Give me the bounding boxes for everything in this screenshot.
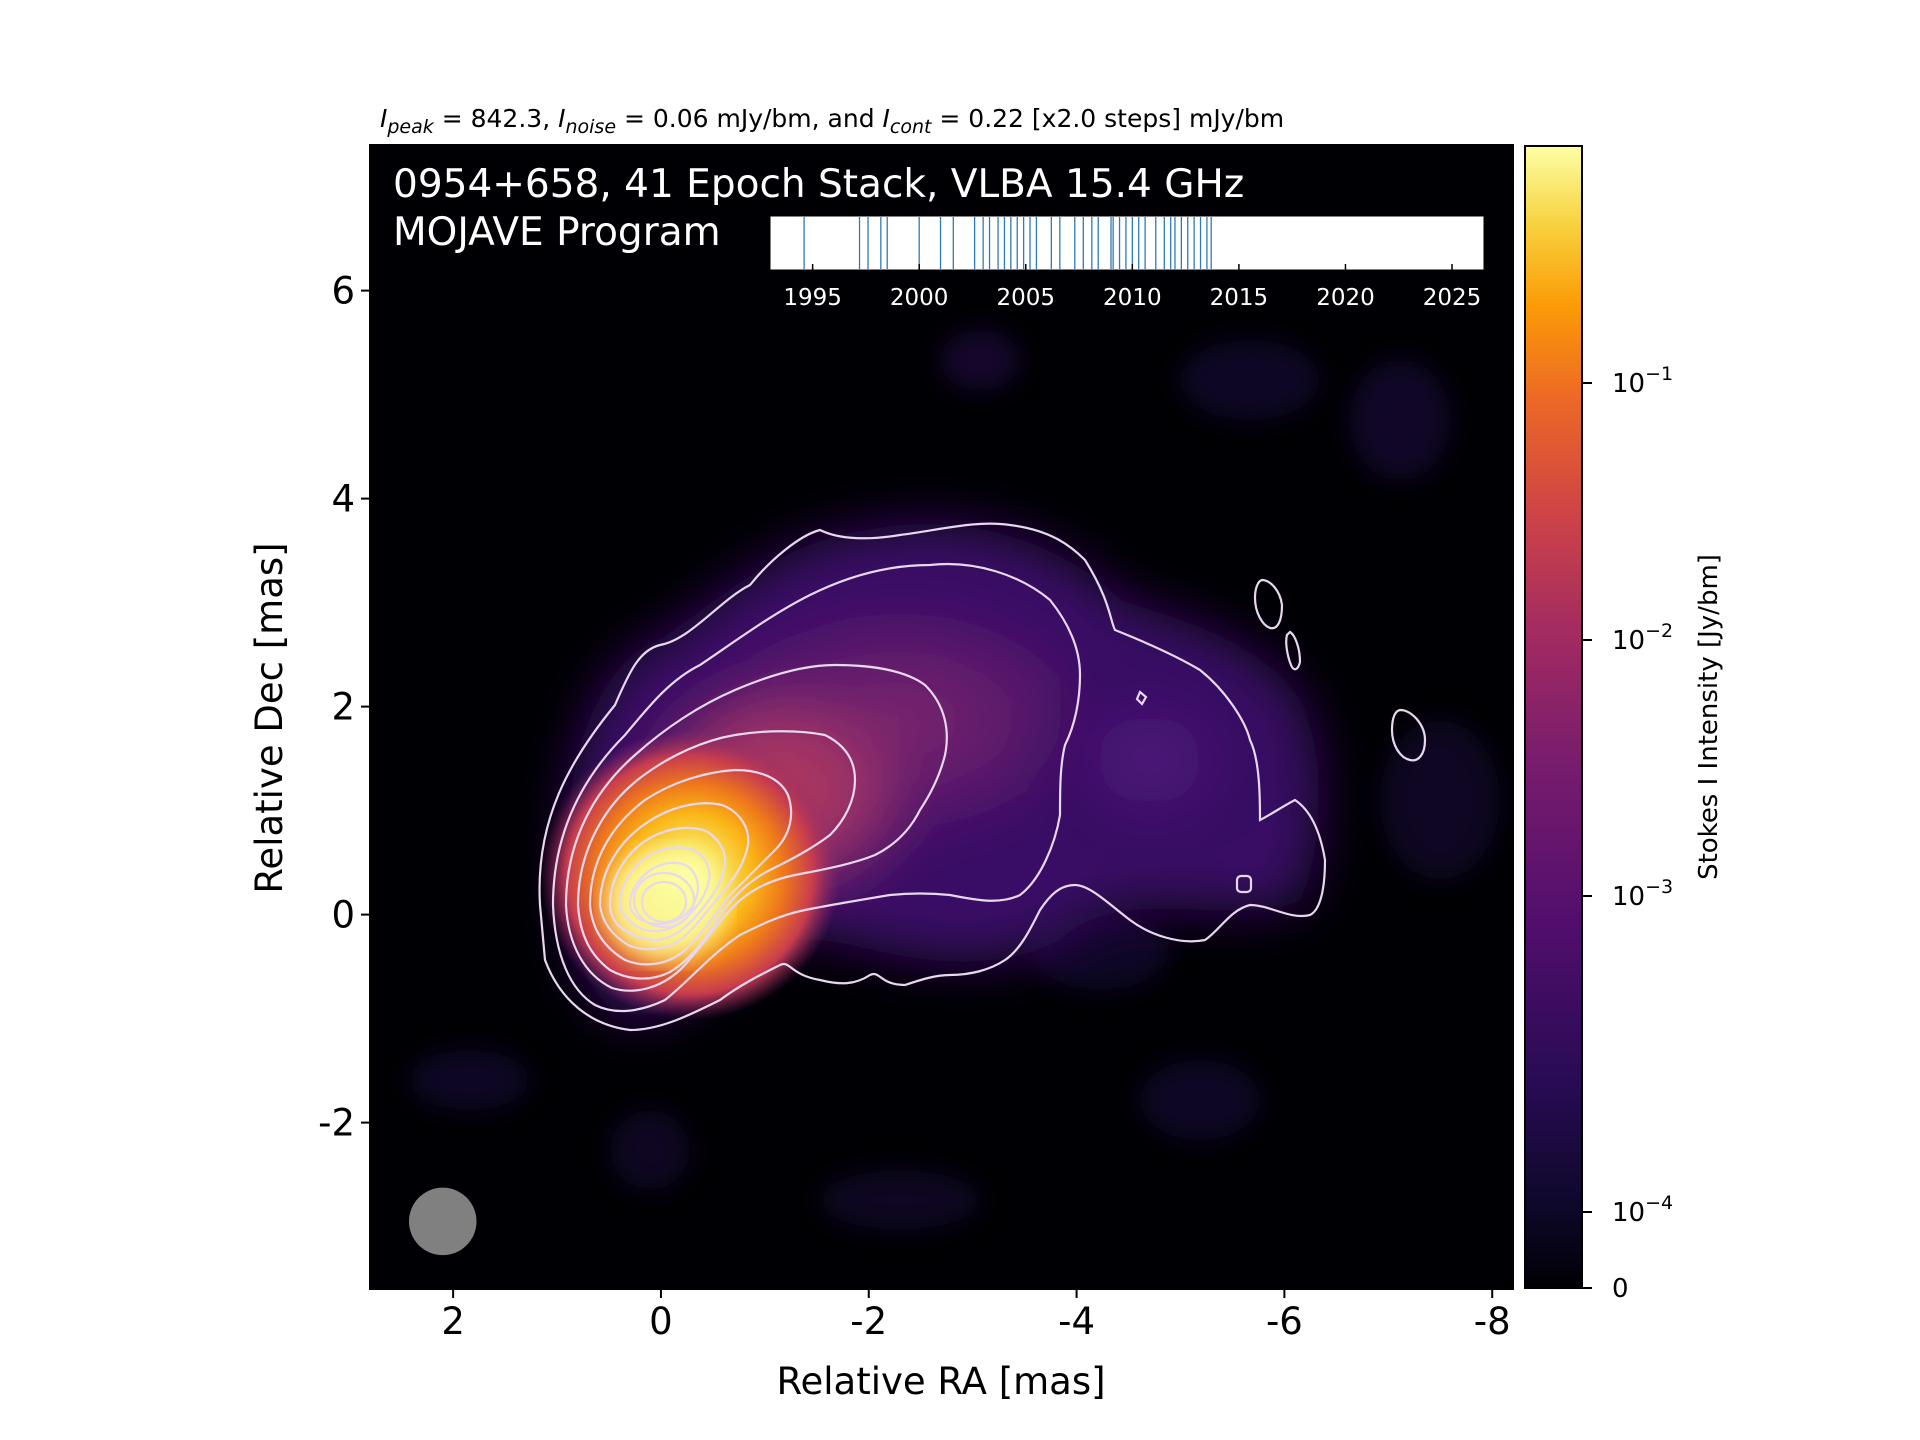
ipeak-label: I — [380, 104, 387, 133]
icont-value: = 0.22 [x2.0 steps] mJy/bm — [931, 104, 1284, 133]
image-panel: 0954+658, 41 Epoch Stack, VLBA 15.4 GHz … — [370, 145, 1513, 1289]
inoise-sub: noise — [565, 116, 616, 138]
contour-level-10 — [632, 871, 696, 929]
x-tick-label-4: -6 — [1266, 1300, 1303, 1343]
contour-island-5 — [1235, 874, 1253, 894]
colorbar-tick-label-3: 10−4 — [1612, 1192, 1673, 1228]
x-tick-label-0: 2 — [441, 1300, 465, 1343]
ipeak-sub: peak — [386, 116, 434, 138]
contour-level-7 — [608, 826, 727, 942]
timeline-tick-label-5: 2020 — [1316, 285, 1375, 311]
contour-level-4 — [576, 730, 857, 980]
inoise-label: I — [558, 104, 565, 133]
contour-island-4 — [1390, 708, 1427, 762]
colorbar-gradient — [1524, 145, 1583, 1289]
x-axis-label: Relative RA [mas] — [776, 1360, 1105, 1403]
contour-level-1 — [538, 522, 1327, 1032]
contour-level-2 — [551, 563, 1082, 1013]
timeline-tick-label-0: 1995 — [783, 285, 842, 311]
contour-level-3 — [564, 663, 948, 992]
plot-frame — [369, 144, 1514, 1290]
contour-level-11 — [640, 880, 688, 924]
contour-level-8 — [618, 846, 711, 933]
contour-island-1 — [1253, 578, 1284, 630]
timeline-tick-label-3: 2010 — [1103, 285, 1162, 311]
y-tick-label-0: 6 — [331, 270, 355, 313]
timeline-tick-label-2: 2005 — [996, 285, 1055, 311]
chart-title: Ipeak = 842.3, Inoise = 0.06 mJy/bm, and… — [380, 104, 1284, 138]
y-tick-label-1: 4 — [331, 478, 355, 521]
x-axis-ticks: 2 0 -2 -4 -6 -8 — [441, 1289, 1511, 1343]
contour-level-5 — [588, 768, 793, 966]
contour-level-6 — [598, 802, 750, 951]
colorbar-label: Stokes I Intensity [Jy/bm] — [1694, 554, 1724, 880]
contour-island-3 — [1135, 690, 1148, 706]
colorbar-tick-label-1: 10−2 — [1612, 620, 1673, 656]
timeline-tick-label-6: 2025 — [1423, 285, 1482, 311]
contour-set — [538, 522, 1427, 1032]
source-title: 0954+658, 41 Epoch Stack, VLBA 15.4 GHz — [393, 162, 1244, 207]
icont-label: I — [883, 104, 890, 133]
y-axis-ticks: 6 4 2 0 -2 — [318, 270, 1513, 1145]
icont-sub: cont — [890, 116, 933, 138]
x-tick-label-1: 0 — [649, 1300, 673, 1343]
contour-level-9 — [628, 861, 700, 926]
beam-ellipse — [408, 1187, 477, 1256]
timeline-tick-label-4: 2015 — [1210, 285, 1269, 311]
contour-island-2 — [1285, 630, 1302, 671]
y-axis-label: Relative Dec [mas] — [248, 542, 291, 893]
colorbar-ticks: 10−1 10−2 10−3 10−4 0 — [1582, 363, 1673, 1304]
x-tick-label-3: -4 — [1058, 1300, 1095, 1343]
epoch-timeline: 1995 2000 2005 2010 2015 2020 2025 — [769, 215, 1485, 311]
colorbar-tick-label-0: 10−1 — [1612, 363, 1673, 399]
timeline-tick-label-1: 2000 — [890, 285, 949, 311]
y-tick-label-3: 0 — [331, 894, 355, 937]
timeline-ticks: 1995 2000 2005 2010 2015 2020 2025 — [783, 264, 1481, 311]
x-tick-label-2: -2 — [850, 1300, 887, 1343]
colorbar-tick-label-4: 0 — [1612, 1274, 1629, 1304]
colorbar-tick-label-2: 10−3 — [1612, 876, 1673, 912]
program-label: MOJAVE Program — [393, 210, 721, 255]
y-tick-label-4: -2 — [318, 1102, 355, 1145]
timeline-epochs — [803, 217, 1212, 269]
ipeak-value: = 842.3, — [434, 104, 558, 133]
colorbar: 10−1 10−2 10−3 10−4 0 Stokes I Intensity [Jy… — [1524, 145, 1724, 1304]
y-tick-label-2: 2 — [331, 686, 355, 729]
x-tick-label-5: -8 — [1474, 1300, 1511, 1343]
timeline-box — [769, 215, 1485, 271]
inoise-value: = 0.06 mJy/bm, and — [616, 104, 883, 133]
